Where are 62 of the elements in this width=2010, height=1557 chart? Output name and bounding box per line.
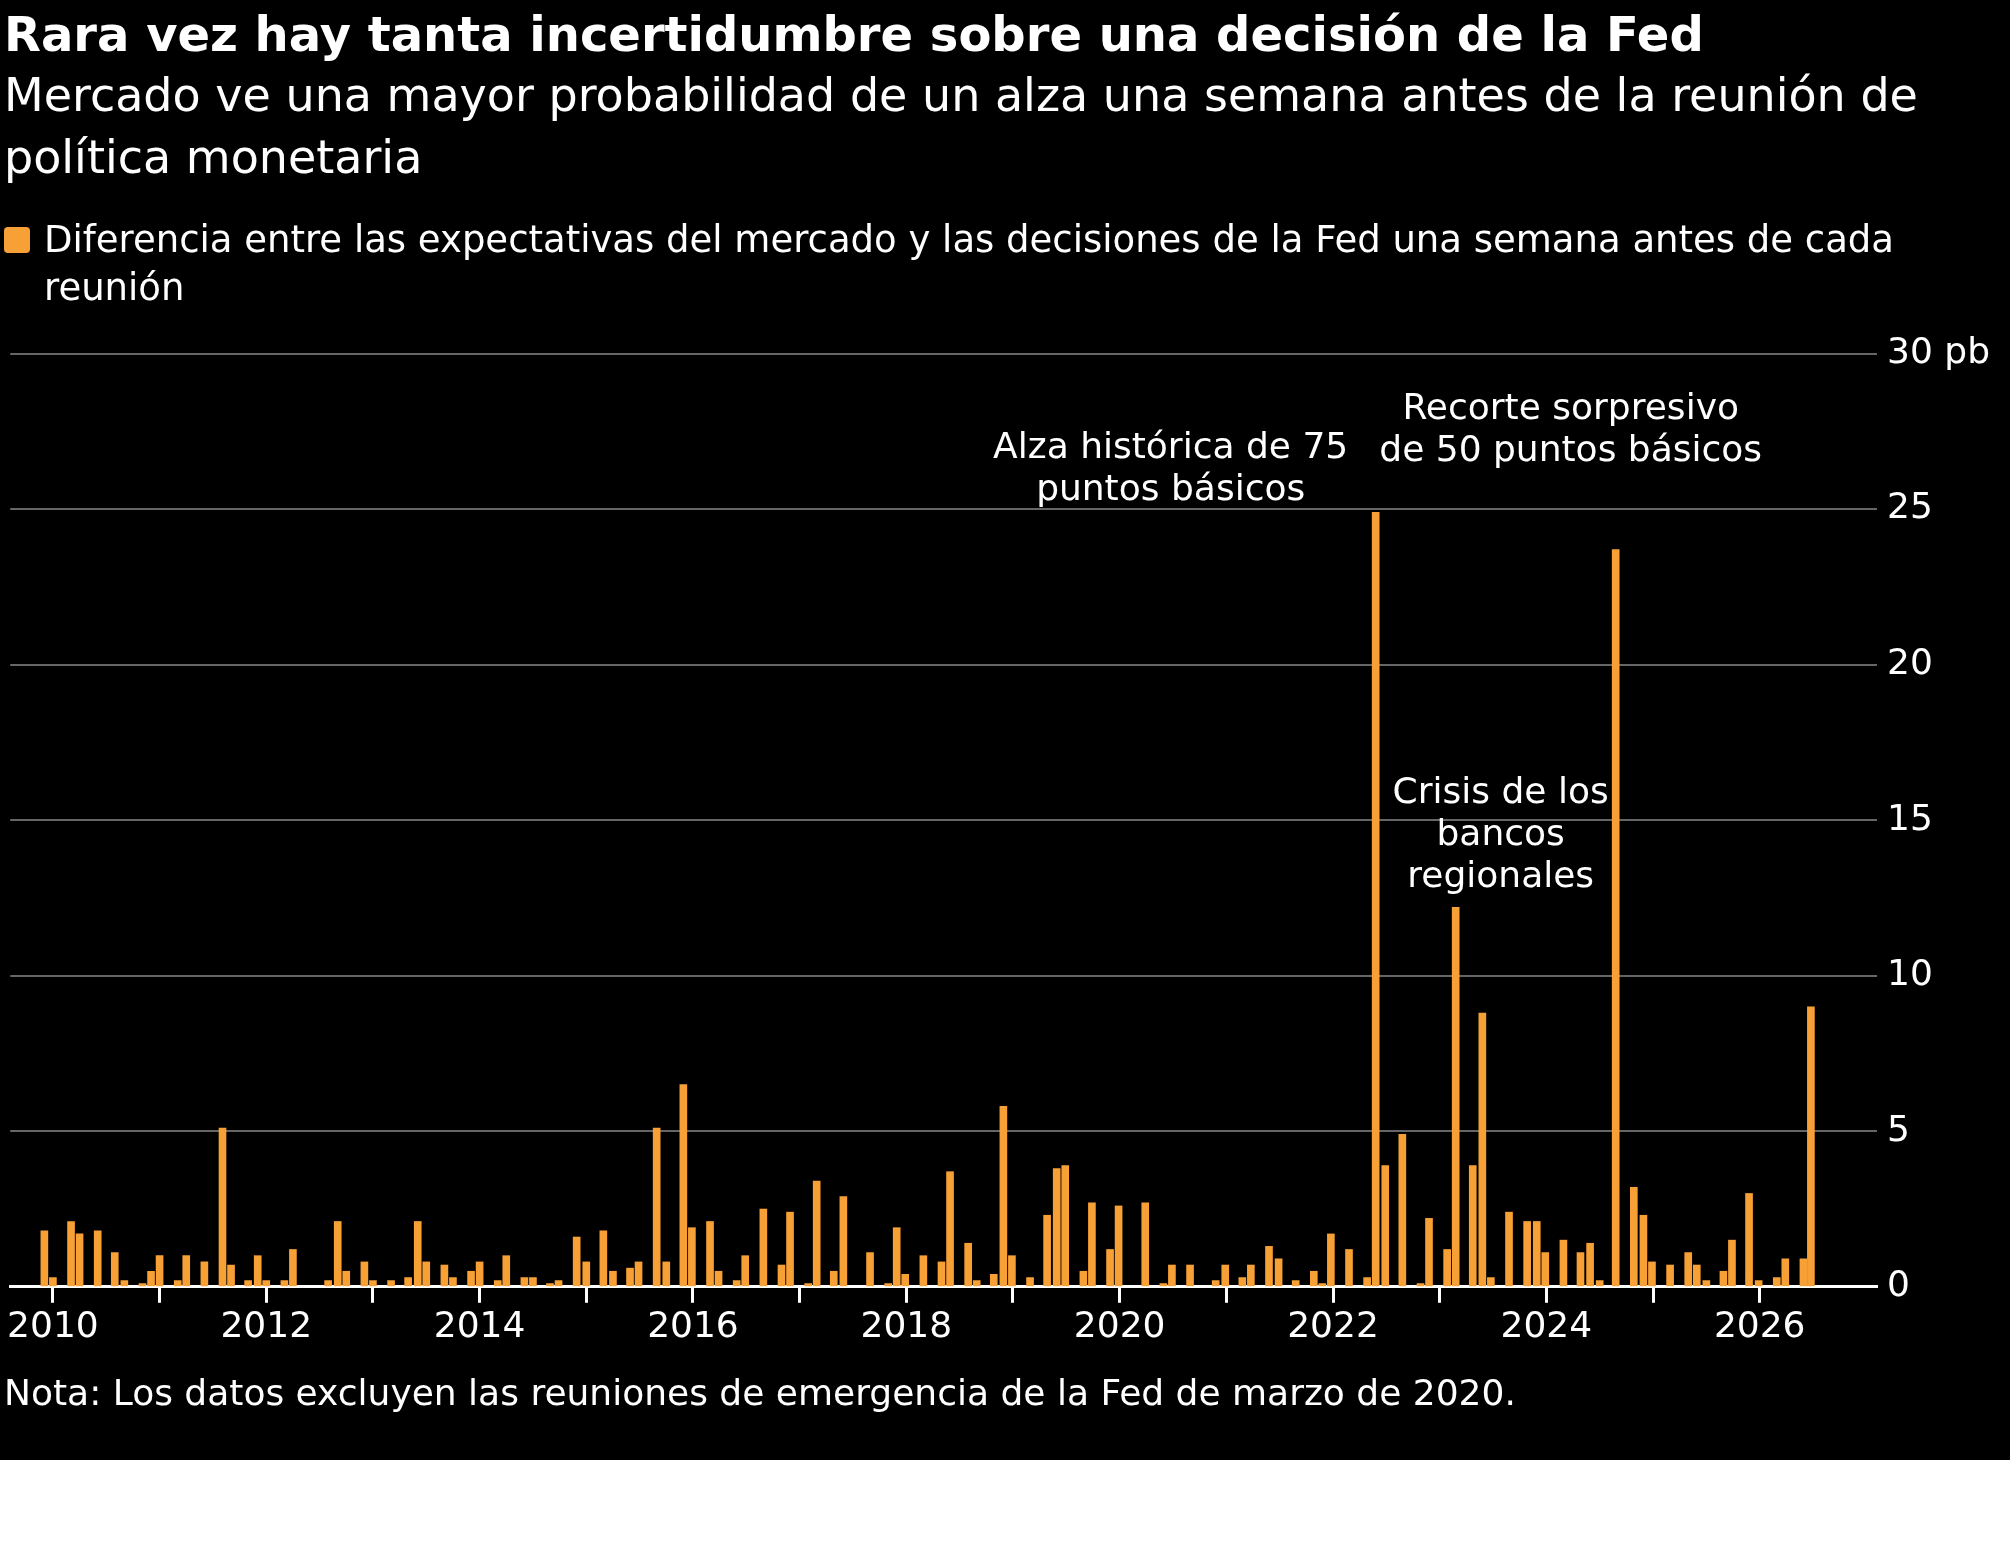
bar — [989, 1274, 998, 1287]
annotation: Alza histórica de 75 puntos básicos — [993, 424, 1349, 508]
bar — [1523, 1221, 1531, 1287]
bar — [1505, 1211, 1513, 1287]
y-tick-label: 20 — [1887, 641, 1933, 683]
y-tick-label: 25 — [1887, 485, 1933, 527]
bar — [1211, 1280, 1220, 1287]
y-tick-label: 0 — [1887, 1263, 1910, 1305]
annotation: Recorte sorpresivo de 50 puntos básicos — [1379, 385, 1763, 469]
x-tick-label: 2020 — [1073, 1303, 1166, 1345]
bar — [1576, 1252, 1585, 1287]
x-tick-label: 2016 — [647, 1303, 739, 1345]
bar — [110, 1252, 119, 1287]
annotation: Crisis de los bancos regionales — [1392, 769, 1609, 895]
legend-label: Diferencia entre las expectativas del mercado y las decisiones de la Fed una semana antes de cada reunión — [44, 217, 1895, 311]
bar — [244, 1280, 252, 1287]
bar — [1745, 1193, 1753, 1287]
x-tick-label: 2024 — [1500, 1303, 1593, 1345]
bar — [839, 1196, 848, 1287]
x-tick-label: 2026 — [1713, 1303, 1806, 1345]
bar — [1630, 1186, 1638, 1287]
bar — [93, 1230, 102, 1287]
chart-title: Rara vez hay tanta incertidumbre sobre una decisión de la Fed — [4, 5, 1705, 64]
bar — [1043, 1214, 1051, 1287]
bar — [324, 1280, 332, 1287]
bar — [1559, 1239, 1568, 1287]
y-tick-label: 5 — [1887, 1107, 1910, 1149]
bar — [1468, 1165, 1477, 1287]
bar — [829, 1270, 838, 1287]
bar — [1345, 1249, 1353, 1287]
bar — [599, 1230, 608, 1287]
x-tick-label: 2018 — [860, 1303, 953, 1345]
bar — [1221, 1264, 1230, 1287]
bar — [609, 1270, 617, 1287]
bar — [1595, 1280, 1604, 1287]
bar — [1666, 1264, 1674, 1287]
bar — [1398, 1134, 1407, 1287]
bar — [1611, 549, 1620, 1287]
bar — [866, 1252, 874, 1287]
bar — [1754, 1280, 1763, 1287]
bar — [1586, 1242, 1594, 1287]
x-tick-label: 2010 — [7, 1303, 99, 1345]
x-tick-label: 2014 — [433, 1303, 526, 1345]
chart-subtitle: Mercado ve una mayor probabilidad de un alza una semana antes de la reunión de política monetaria — [4, 67, 1919, 186]
y-tick-label: 15 — [1887, 796, 1933, 838]
text: Nota: Los datos excluyen las reuniones de emergencia de la Fed de marzo de 2020. — [4, 1371, 1517, 1415]
bar — [1291, 1280, 1300, 1287]
bar — [1026, 1277, 1034, 1287]
y-tick-label: 10 — [1887, 952, 1933, 994]
bar — [759, 1208, 768, 1287]
x-tick-label: 2022 — [1287, 1303, 1379, 1345]
bar — [404, 1277, 412, 1287]
bar — [1265, 1246, 1273, 1287]
bar — [1702, 1280, 1711, 1287]
bar — [387, 1280, 395, 1287]
bar — [1274, 1258, 1283, 1287]
bar — [1141, 1202, 1150, 1287]
x-tick-label: 2012 — [220, 1303, 313, 1345]
bar — [919, 1255, 928, 1287]
y-tick-label: 30 pb — [1887, 329, 1991, 371]
bar — [1186, 1264, 1194, 1287]
bar — [120, 1280, 129, 1287]
